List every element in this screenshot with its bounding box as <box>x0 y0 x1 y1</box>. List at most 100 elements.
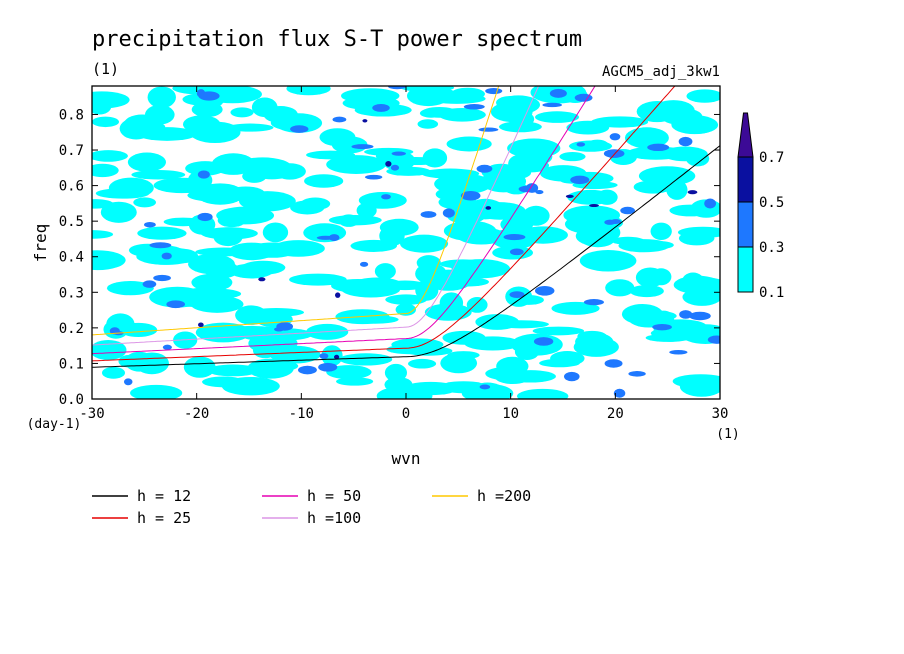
contour-level-2 <box>442 208 455 218</box>
contour-level-1 <box>591 116 649 128</box>
contour-level-2 <box>613 388 626 398</box>
contour-level-2 <box>476 164 493 173</box>
contour-level-1 <box>535 111 580 123</box>
contour-level-2 <box>149 242 172 249</box>
colorbar-segment <box>737 156 754 203</box>
contour-level-1 <box>290 200 325 215</box>
y-tick-label: 0.6 <box>59 179 84 195</box>
contour-level-1 <box>464 336 521 351</box>
legend-label: h = 50 <box>307 487 361 505</box>
contour-level-3 <box>198 322 204 328</box>
contour-level-1 <box>419 108 443 118</box>
x-tick-label: -20 <box>184 406 209 422</box>
contour-level-1 <box>645 333 691 342</box>
contour-level-1 <box>685 150 710 167</box>
y-tick-label: 0.1 <box>59 356 84 372</box>
legend-label: h =100 <box>307 509 361 527</box>
contour-level-1 <box>408 358 437 369</box>
contour-level-1 <box>95 188 150 199</box>
colorbar-label: 0.1 <box>759 285 784 301</box>
contour-level-2 <box>166 300 186 309</box>
contour-level-2 <box>162 344 172 350</box>
contour-level-1 <box>351 315 399 324</box>
contour-level-1 <box>336 377 374 386</box>
contour-level-2 <box>609 133 621 141</box>
chart-title: precipitation flux S-T power spectrum <box>92 27 582 52</box>
contour-level-2 <box>372 103 390 112</box>
contour-level-2 <box>533 337 554 346</box>
contour-level-2 <box>509 248 524 256</box>
contour-level-1 <box>92 150 128 162</box>
contour-level-1 <box>341 281 401 298</box>
contour-level-1 <box>289 273 347 286</box>
contour-level-1 <box>586 139 609 151</box>
contour-level-1 <box>629 285 664 298</box>
contour-level-1 <box>191 101 223 118</box>
contour-level-1 <box>356 202 377 219</box>
contour-level-2 <box>198 91 220 101</box>
contour-level-2 <box>390 164 400 171</box>
contour-level-2 <box>274 327 284 332</box>
contour-level-1 <box>275 113 323 133</box>
contour-level-2 <box>144 221 156 228</box>
contour-level-1 <box>385 294 428 305</box>
contour-level-2 <box>689 311 711 321</box>
contour-level-1 <box>517 388 569 399</box>
contour-level-1 <box>92 163 119 178</box>
contour-level-2 <box>542 102 562 108</box>
x-axis-ticks: -30 -20 -10 0 10 20 30 <box>79 86 728 422</box>
contour-level-3 <box>385 161 392 167</box>
contour-level-1 <box>434 173 492 195</box>
contour-level-1 <box>331 136 368 154</box>
colorbar: 0.1 0.3 0.5 0.7 <box>737 112 784 301</box>
contour-level-1 <box>551 301 600 315</box>
x-axis-label: wvn <box>392 449 421 468</box>
contour-level-2 <box>704 198 717 209</box>
contour-level-1 <box>242 169 267 183</box>
contour-level-2 <box>153 274 171 282</box>
contour-level-2 <box>142 280 157 288</box>
contour-level-1 <box>124 351 155 372</box>
contour-level-2 <box>387 86 407 90</box>
contour-level-1 <box>161 287 183 305</box>
contour-level-1 <box>213 227 243 247</box>
contour-level-1 <box>195 247 253 257</box>
contour-level-1 <box>539 358 580 368</box>
contour-level-1 <box>681 272 705 292</box>
dispersion-curve-h50 <box>92 86 596 355</box>
y-tick-label: 0.2 <box>59 321 84 337</box>
contour-level-1 <box>618 239 670 253</box>
contour-level-1 <box>424 303 472 321</box>
contour-level-1 <box>596 189 618 205</box>
contour-level-1 <box>678 231 715 246</box>
contour-level-1 <box>92 250 126 271</box>
x-tick-label: -30 <box>79 406 104 422</box>
dispersion-curves <box>92 86 720 368</box>
contour-level-1 <box>605 279 635 297</box>
contour-level-2 <box>620 206 636 215</box>
contour-level-1 <box>400 234 449 253</box>
contour-level-2 <box>290 125 309 133</box>
contour-level-3 <box>362 119 368 123</box>
contour-level-1 <box>271 240 325 257</box>
contour-level-2 <box>604 359 623 368</box>
contour-level-1 <box>191 273 233 292</box>
contour-level-1 <box>269 345 321 364</box>
colorbar-label: 0.7 <box>759 150 784 166</box>
contour-level-1 <box>262 222 289 243</box>
contour-level-1 <box>133 197 157 208</box>
y-tick-label: 0.3 <box>59 285 84 301</box>
dispersion-curve-h12 <box>92 145 720 368</box>
contour-level-1 <box>106 281 154 296</box>
x-tick-label: 30 <box>712 406 729 422</box>
contour-level-1 <box>508 154 531 173</box>
dispersion-curve-h100 <box>92 86 540 346</box>
contour-level-1 <box>130 384 183 399</box>
contour-level-1 <box>518 226 568 244</box>
y-tick-label: 0.4 <box>59 250 84 266</box>
dispersion-curve-h25 <box>92 86 676 362</box>
contour-level-1 <box>508 111 535 128</box>
contour-level-2 <box>420 211 437 218</box>
contour-level-1 <box>131 170 186 180</box>
contour-level-1 <box>384 363 408 382</box>
